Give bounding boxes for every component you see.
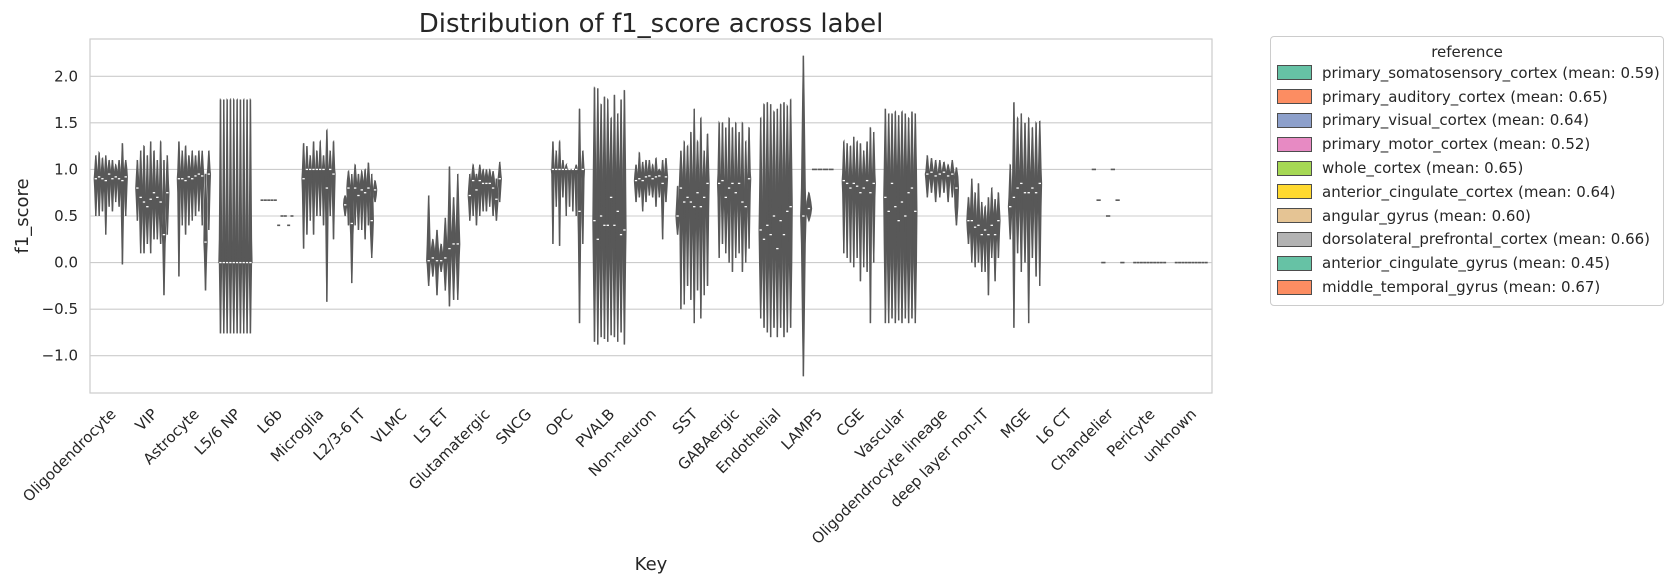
violins [93,55,1208,377]
legend-label: anterior_cingulate_gyrus (mean: 0.45) [1322,254,1611,273]
violin-group [966,178,1001,296]
x-tick-label: MGE [997,405,1034,442]
violin-group [426,166,461,307]
violin-group [342,162,378,284]
legend-label: whole_cortex (mean: 0.65) [1322,159,1524,178]
violin-group [135,139,170,296]
violin-group [675,108,710,324]
violin-group [176,141,212,291]
violin-group [1091,168,1125,264]
x-tick-label: CGE [833,405,868,440]
legend-item: whole_cortex (mean: 0.65) [1271,156,1663,180]
x-tick-label: SNCG [492,405,535,448]
violin-group [550,108,586,324]
violin-group [758,98,793,338]
legend-title: reference [1431,43,1503,61]
legend: reference primary_somatosensory_cortex (… [1270,36,1664,306]
legend-item: primary_motor_cortex (mean: 0.52) [1271,132,1663,156]
x-tick-label: VIP [132,405,162,435]
legend-item: anterior_cingulate_gyrus (mean: 0.45) [1271,251,1663,275]
legend-label: angular_gyrus (mean: 0.60) [1322,206,1531,225]
violin-group [467,161,502,226]
legend-label: middle_temporal_gyrus (mean: 0.67) [1322,278,1601,297]
x-tick-label: LAMP5 [778,405,826,453]
y-tick-labels: −1.0 −0.5 0.0 0.5 1.0 1.5 2.0 [42,67,78,364]
legend-swatch [1277,208,1312,224]
x-tick-label: OPC [542,405,577,440]
violin-group [924,154,960,226]
violin-group [800,55,834,377]
violin-group [716,116,752,272]
legend-swatch [1277,255,1312,271]
y-tick-label: −0.5 [42,300,78,318]
legend-swatch [1277,184,1312,200]
y-tick-label: 0.5 [54,207,78,225]
legend-swatch [1277,231,1312,247]
x-tick-label: SST [669,405,702,438]
chart-title: Distribution of f1_score across label [419,9,884,39]
violin-group [260,199,294,227]
legend-swatch [1277,112,1312,128]
y-axis-label: f1_score [12,178,33,253]
legend-item: primary_somatosensory_cortex (mean: 0.59… [1271,61,1663,85]
x-tick-label: L5/6 NP [191,405,244,458]
y-tick-label: 0.0 [54,254,78,272]
y-tick-label: −1.0 [42,347,78,365]
violin-group [883,108,918,324]
legend-swatch [1277,89,1312,105]
legend-label: dorsolateral_prefrontal_cortex (mean: 0.… [1322,230,1651,249]
violin-group [592,86,627,345]
y-tick-label: 2.0 [54,67,78,85]
legend-label: primary_somatosensory_cortex (mean: 0.59… [1322,63,1660,82]
x-tick-label: Oligodendrocyte [19,405,119,505]
y-tick-label: 1.5 [54,114,78,132]
x-tick-label: VLMC [368,405,410,447]
legend-label: primary_motor_cortex (mean: 0.52) [1322,135,1591,154]
legend-swatch [1277,160,1312,176]
legend-item: middle_temporal_gyrus (mean: 0.67) [1271,275,1663,299]
violin-group [301,127,336,302]
violin-group [1007,102,1043,328]
legend-item: primary_visual_cortex (mean: 0.64) [1271,109,1663,133]
legend-item: anterior_cingulate_cortex (mean: 0.64) [1271,180,1663,204]
legend-swatch [1277,65,1312,81]
legend-item: primary_auditory_cortex (mean: 0.65) [1271,85,1663,109]
x-tick-label: L6b [254,405,286,437]
violin-group [218,97,253,334]
legend-swatch [1277,136,1312,152]
y-tick-label: 1.0 [54,160,78,178]
legend-label: primary_auditory_cortex (mean: 0.65) [1322,87,1608,106]
legend-item: dorsolateral_prefrontal_cortex (mean: 0.… [1271,228,1663,252]
legend-items: primary_somatosensory_cortex (mean: 0.59… [1271,61,1663,299]
legend-item: angular_gyrus (mean: 0.60) [1271,204,1663,228]
x-axis-label: Key [635,554,668,575]
violin-group [841,126,876,324]
violin-group [633,151,669,240]
violin-group [93,142,128,265]
legend-label: primary_visual_cortex (mean: 0.64) [1322,111,1589,130]
legend-swatch [1277,279,1312,295]
legend-label: anterior_cingulate_cortex (mean: 0.64) [1322,182,1616,201]
